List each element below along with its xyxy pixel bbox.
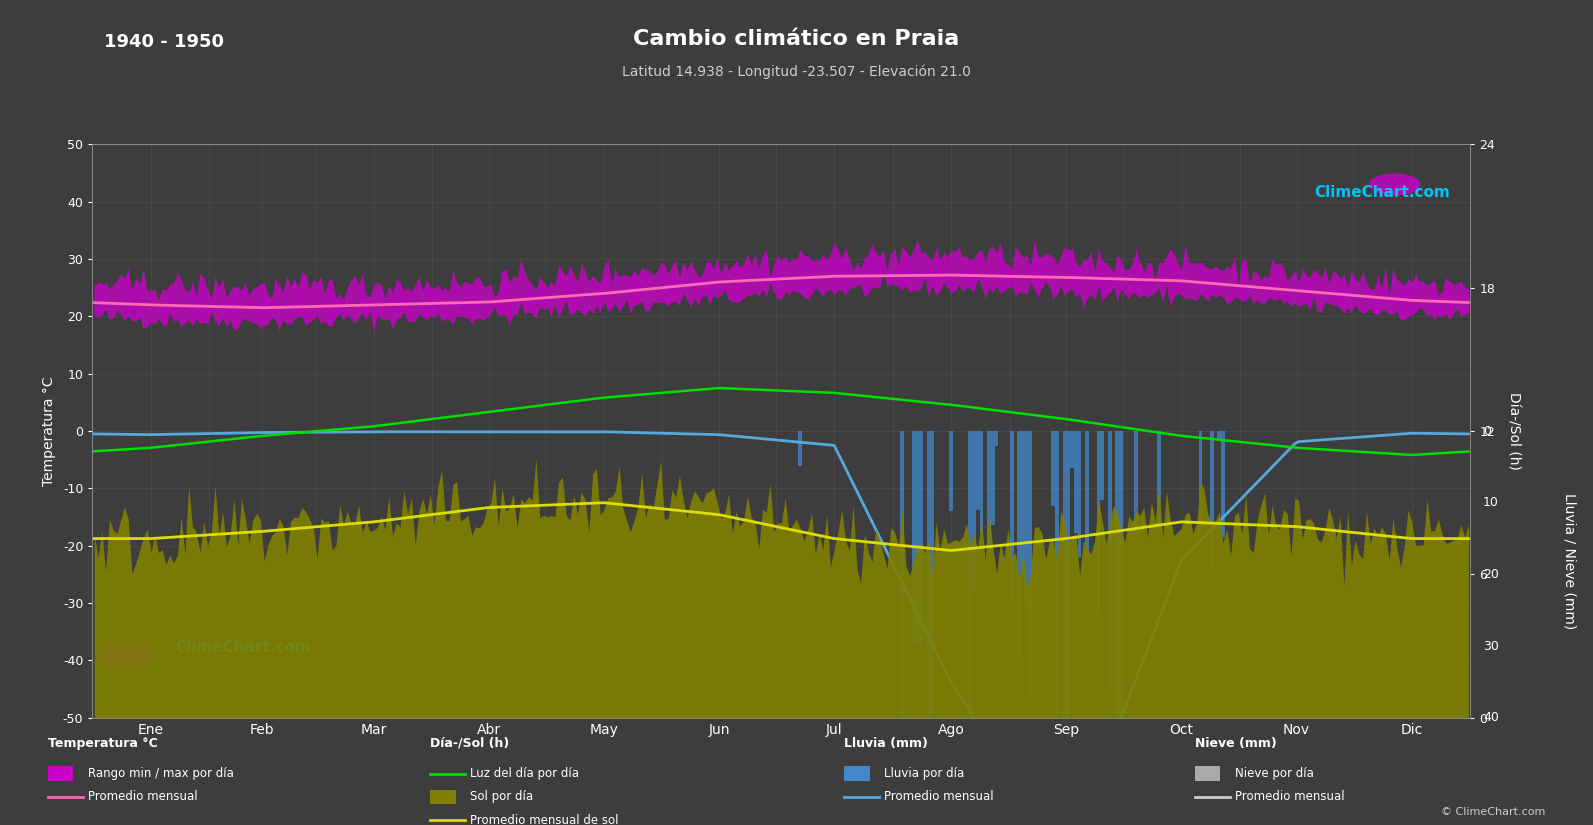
Bar [1066,431,1070,790]
Bar [1018,431,1021,656]
Bar [1024,431,1029,606]
Y-axis label: Día-/Sol (h): Día-/Sol (h) [1507,392,1520,470]
Bar [1120,431,1123,790]
Text: Promedio mensual: Promedio mensual [1235,790,1344,804]
Text: Promedio mensual de sol: Promedio mensual de sol [470,813,618,825]
Text: Lluvia por día: Lluvia por día [884,767,964,780]
Text: Latitud 14.938 - Longitud -23.507 - Elevación 21.0: Latitud 14.938 - Longitud -23.507 - Elev… [621,64,972,79]
Bar [930,431,933,790]
Text: Cambio climático en Praia: Cambio climático en Praia [634,29,959,49]
Bar [1085,431,1090,559]
Text: 1940 - 1950: 1940 - 1950 [104,33,223,51]
Bar [798,431,803,466]
Text: 40: 40 [1483,711,1499,724]
Bar [972,431,977,589]
Bar [1107,431,1112,687]
Text: © ClimeChart.com: © ClimeChart.com [1440,807,1545,817]
Bar [1063,431,1066,790]
Text: Promedio mensual: Promedio mensual [88,790,198,804]
Bar [1029,431,1032,694]
Text: ClimeChart.com: ClimeChart.com [175,639,311,655]
Bar [1074,431,1078,533]
Text: ClimeChart.com: ClimeChart.com [1314,185,1450,200]
Bar [1096,431,1101,615]
Text: 30: 30 [1483,639,1499,653]
Bar [1101,431,1104,500]
Text: 10: 10 [1483,496,1499,509]
Bar [919,431,922,646]
Bar [1115,431,1120,719]
Bar [1070,431,1074,468]
Bar [1055,431,1059,790]
Text: Temperatura °C: Temperatura °C [48,737,158,750]
Bar [1134,431,1137,535]
Text: Sol por día: Sol por día [470,790,534,804]
Text: Rango min / max por día: Rango min / max por día [88,767,234,780]
Text: 0: 0 [1483,425,1491,437]
Bar [1217,431,1222,441]
Bar [1209,431,1214,569]
Bar [916,431,919,643]
Bar [988,431,991,550]
Text: Lluvia (mm): Lluvia (mm) [844,737,929,750]
Bar [1078,431,1082,558]
Text: Lluvia / Nieve (mm): Lluvia / Nieve (mm) [1563,493,1575,629]
Bar [969,431,972,773]
Text: 20: 20 [1483,568,1499,581]
Bar [900,431,905,790]
Bar [927,431,930,790]
Text: Luz del día por día: Luz del día por día [470,767,578,780]
Y-axis label: Temperatura °C: Temperatura °C [41,376,56,486]
Bar [911,431,916,647]
Bar [949,431,953,511]
Text: Nieve (mm): Nieve (mm) [1195,737,1276,750]
Bar [980,431,983,532]
Circle shape [1370,174,1419,195]
Bar [1198,431,1203,532]
Bar [1010,431,1013,596]
Text: Promedio mensual: Promedio mensual [884,790,994,804]
Bar [1222,431,1225,537]
Bar [1157,431,1161,529]
Bar [991,431,994,525]
Text: Nieve por día: Nieve por día [1235,767,1314,780]
Bar [994,431,999,446]
Bar [1051,431,1055,506]
Bar [977,431,980,510]
Bar [1021,431,1024,575]
Text: Día-/Sol (h): Día-/Sol (h) [430,737,510,750]
Circle shape [102,644,151,665]
